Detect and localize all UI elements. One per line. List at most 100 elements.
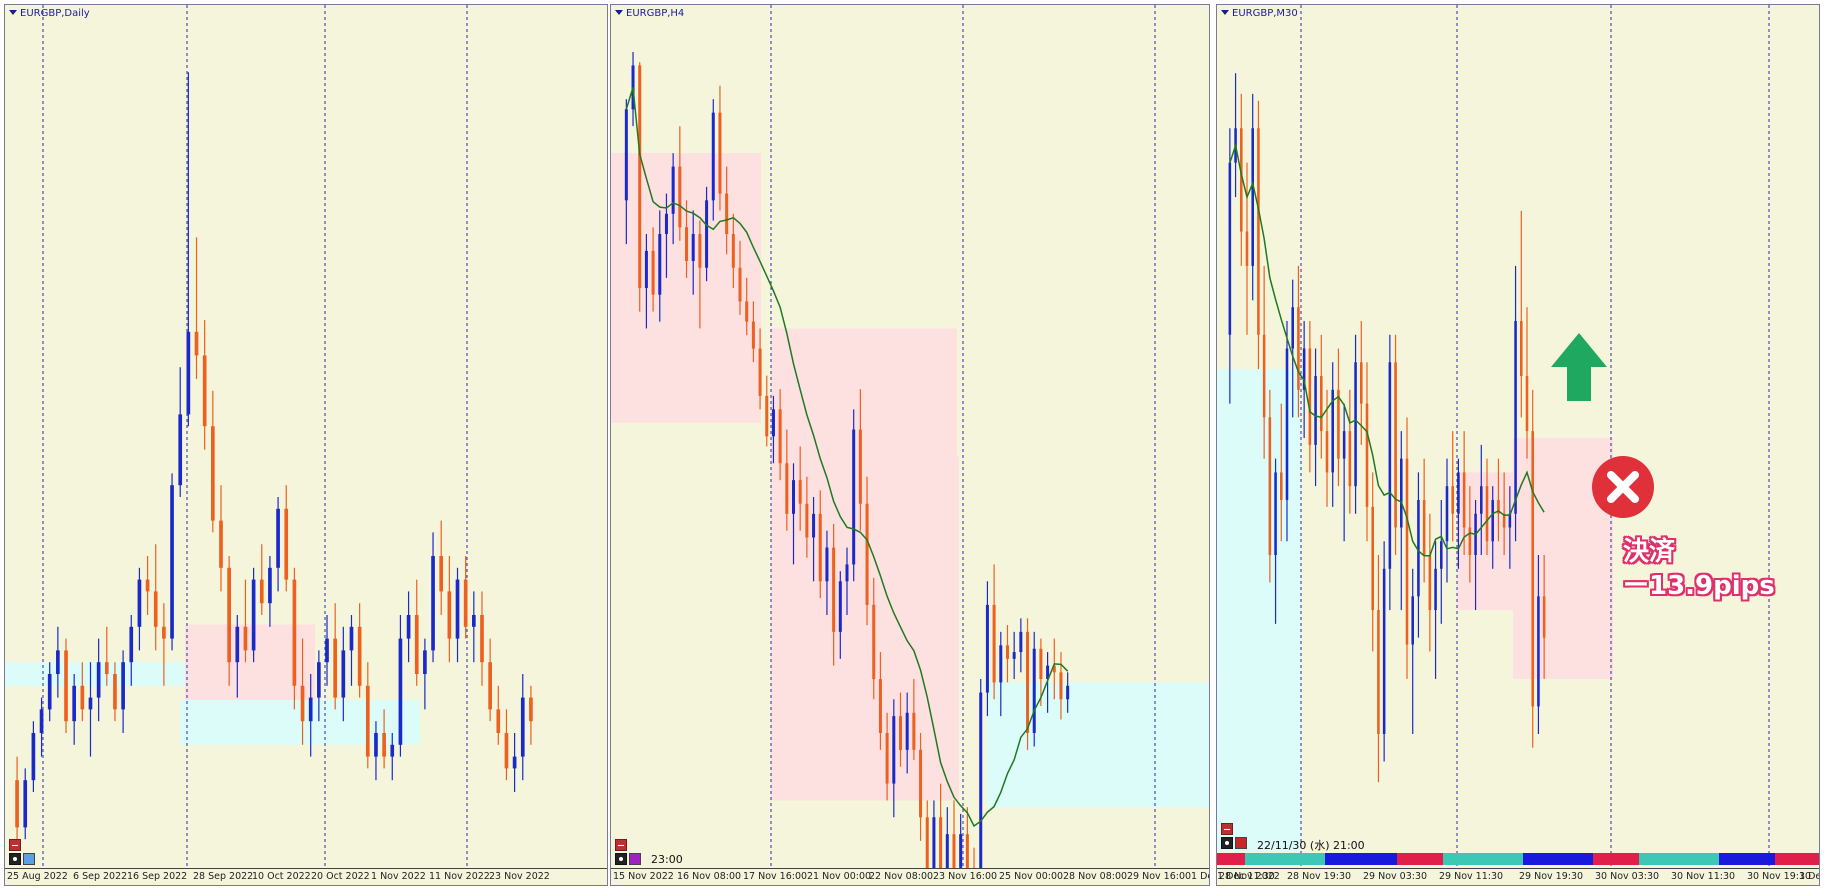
candle-body	[1059, 672, 1063, 700]
candle	[1377, 555, 1380, 783]
zone-pink	[863, 456, 959, 801]
candle-body	[1417, 499, 1420, 597]
candle	[390, 733, 395, 781]
candle	[276, 497, 280, 592]
dropdown-triangle-icon[interactable]	[615, 10, 623, 15]
candle	[1400, 431, 1403, 611]
candle	[153, 544, 158, 651]
candle	[1032, 631, 1036, 747]
candle	[878, 652, 882, 750]
candle-body	[1502, 513, 1506, 528]
candle	[1428, 513, 1432, 652]
chart-panel-h4[interactable]: EURGBP,H4 23:00 15 Nov 2022 16 Nov 08:00 1…	[610, 4, 1210, 886]
candle-body	[235, 626, 240, 663]
chart-panel-m30[interactable]: EURGBP,M30 22/11/30 (水) 21:00 決済 ー13.9pi…	[1216, 4, 1820, 886]
chart-panel-daily[interactable]: EURGBP,Daily 25 Aug 2022 6 Sep 2022 16 Sep…	[4, 4, 608, 886]
object-list-icon[interactable]	[23, 853, 35, 865]
candle-body	[952, 834, 956, 868]
candle-body	[88, 697, 93, 710]
candle-body	[1039, 648, 1043, 680]
candle	[1542, 555, 1546, 679]
candle	[985, 581, 989, 717]
candle-body	[512, 756, 517, 769]
long-entry-arrow-icon	[1551, 333, 1607, 401]
candle-body	[153, 591, 158, 627]
candle-body	[1262, 334, 1266, 418]
candle	[202, 320, 207, 450]
candle-body	[1342, 431, 1346, 459]
candle-body	[765, 395, 769, 437]
eye-icon[interactable]	[9, 853, 21, 865]
candle-body	[414, 615, 419, 674]
x-tick-label: 10 Oct 2022	[252, 871, 311, 882]
candle-body	[1542, 596, 1546, 638]
candle	[925, 800, 929, 885]
candle	[771, 395, 775, 464]
candle	[186, 72, 191, 427]
dropdown-triangle-icon[interactable]	[9, 10, 17, 15]
candle-body	[268, 567, 272, 604]
candle	[88, 662, 93, 757]
candle-body	[1066, 685, 1070, 700]
candle	[194, 237, 199, 379]
x-tick-label: 15 Nov 2022	[613, 871, 674, 882]
candle	[162, 603, 166, 686]
candle-body	[251, 579, 256, 651]
candle	[447, 556, 452, 663]
x-tick-label: 29 Nov 03:30	[1363, 871, 1428, 882]
candle-body	[638, 65, 642, 288]
candle-body	[202, 355, 207, 427]
candle-body	[912, 712, 916, 750]
candle-body	[390, 744, 395, 757]
x-tick-label: 28 Nov 2022	[1219, 871, 1280, 882]
candle-body	[1297, 307, 1300, 390]
candle	[15, 756, 19, 851]
candle-body	[186, 331, 191, 415]
dropdown-triangle-icon[interactable]	[1221, 10, 1229, 15]
candle-body	[357, 626, 362, 686]
minimize-icon[interactable]	[1221, 823, 1233, 835]
candle	[1331, 362, 1334, 507]
candle	[488, 638, 492, 722]
candle	[96, 638, 101, 722]
candle	[912, 679, 916, 760]
candle-body	[113, 674, 117, 710]
candle	[691, 210, 695, 295]
candle	[1422, 458, 1426, 583]
candle-body	[878, 679, 882, 733]
x-tick-label: 29 Nov 19:30	[1519, 871, 1584, 882]
candle-body	[480, 615, 484, 663]
minimize-icon[interactable]	[615, 839, 627, 851]
object-list-icon[interactable]	[1235, 837, 1247, 849]
candle	[137, 567, 142, 651]
candle	[1468, 486, 1472, 583]
candle-body	[520, 697, 525, 757]
candle	[1234, 73, 1237, 198]
candle	[1005, 625, 1009, 683]
candle-body	[705, 200, 709, 268]
candle	[284, 485, 289, 592]
candle	[1537, 555, 1540, 734]
candle-body	[333, 638, 338, 698]
object-list-icon[interactable]	[629, 853, 641, 865]
candle-body	[1046, 665, 1050, 680]
eye-icon[interactable]	[615, 853, 627, 865]
minimize-icon[interactable]	[9, 839, 21, 851]
candle-body	[698, 234, 702, 268]
candle	[64, 638, 68, 733]
candle	[1434, 541, 1437, 679]
candle	[1382, 541, 1386, 762]
candle-body	[1485, 486, 1489, 542]
candle-body	[1400, 458, 1403, 528]
candle-body	[1394, 362, 1397, 528]
candle-body	[644, 250, 648, 288]
eye-icon[interactable]	[1221, 837, 1233, 849]
candle	[1245, 162, 1249, 335]
candle-body	[1291, 307, 1294, 349]
time-label: 22/11/30 (水) 21:00	[1257, 839, 1365, 852]
candle	[374, 721, 378, 781]
candle	[455, 567, 460, 663]
candle-body	[496, 709, 501, 733]
candle-body	[1462, 472, 1466, 528]
candle	[382, 709, 386, 769]
